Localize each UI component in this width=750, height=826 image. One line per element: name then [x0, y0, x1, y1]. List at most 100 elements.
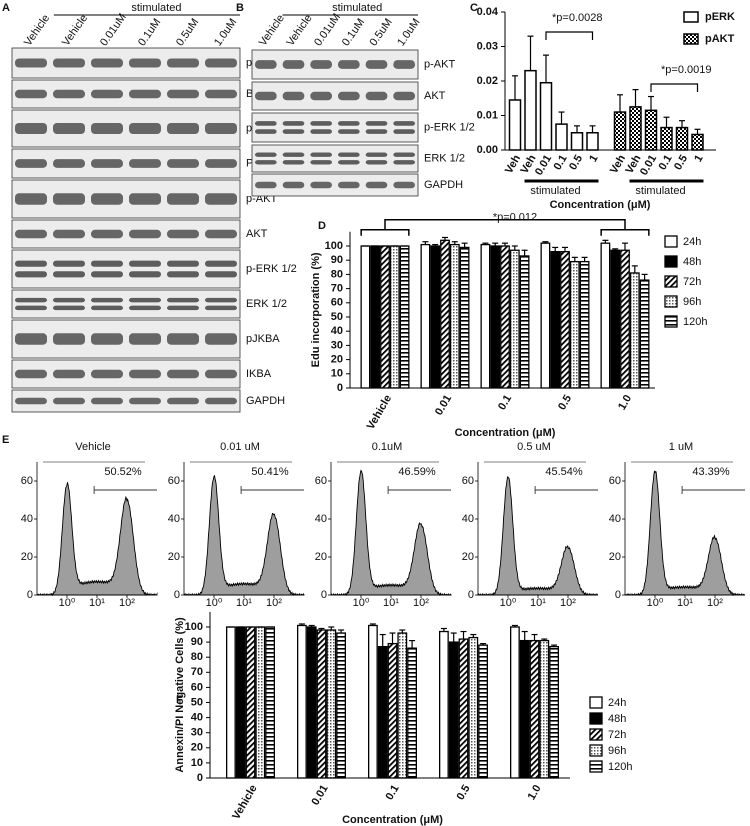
row-label: AKT — [246, 228, 268, 240]
annotation: *p=0.0028 — [552, 12, 602, 24]
blot-strip — [11, 109, 241, 148]
gate-percent: 46.59% — [398, 466, 436, 478]
histogram — [477, 476, 598, 596]
bar — [639, 279, 650, 389]
bar — [316, 629, 327, 779]
band — [167, 297, 199, 303]
band — [15, 159, 47, 168]
row-label: ERK 1/2 — [424, 152, 465, 164]
y-tick-label: 60 — [315, 475, 327, 487]
bar — [407, 647, 418, 779]
lane-label: Vehicle — [60, 12, 90, 48]
lane-label: 0.1uM — [136, 16, 163, 48]
y-tick-label: 60 — [462, 475, 474, 487]
band — [255, 121, 277, 126]
bar — [326, 629, 337, 779]
x-tick-label: 0.1 — [496, 393, 514, 412]
band — [129, 193, 161, 205]
band — [167, 89, 199, 99]
band — [167, 305, 199, 311]
band — [91, 305, 123, 311]
gate-percent: 50.41% — [251, 466, 289, 478]
band — [365, 91, 388, 101]
y-tick-label: 40 — [21, 513, 33, 525]
band — [167, 159, 199, 168]
blot-strip — [251, 144, 419, 173]
y-tick-label: 80 — [331, 268, 343, 280]
y-axis-label: Edu incorporation (%) — [310, 252, 322, 367]
legend-swatch — [664, 295, 678, 308]
x-tick-label: 0.01 — [433, 393, 454, 418]
band — [255, 160, 277, 165]
lane-label: 1.0uM — [212, 16, 239, 48]
band — [91, 271, 123, 278]
y-tick-label: 90 — [191, 636, 203, 648]
row-label: p-ERK 1/2 — [246, 263, 297, 275]
y-tick-label: 20 — [191, 742, 203, 754]
x-tick-label: 1 — [692, 153, 705, 164]
band — [53, 260, 85, 267]
y-tick-label: 0.02 — [477, 75, 498, 87]
band — [53, 229, 85, 239]
bar — [336, 632, 347, 779]
bar — [579, 260, 590, 389]
lane-label: 0.1uM — [340, 16, 367, 48]
x-tick-label: Veh — [503, 153, 523, 176]
annotation: *p=0.0019 — [661, 64, 711, 76]
y-tick-label: 100 — [185, 621, 203, 633]
band — [15, 333, 47, 345]
legend-label: 72h — [683, 276, 701, 288]
band — [91, 260, 123, 267]
band — [53, 159, 85, 168]
y-tick-label: 60 — [191, 681, 203, 693]
band — [282, 60, 305, 69]
legend-swatch — [589, 712, 603, 725]
band — [310, 91, 332, 101]
band — [53, 305, 85, 311]
panel-title: 0.5 uM — [517, 441, 551, 453]
panel-title: Vehicle — [75, 441, 110, 453]
band — [205, 333, 237, 345]
band — [53, 369, 85, 379]
bar — [508, 99, 522, 151]
band — [15, 271, 47, 278]
band — [91, 369, 123, 379]
band — [282, 160, 305, 165]
band — [205, 397, 237, 405]
y-tick-label: 0 — [615, 589, 621, 601]
bar — [569, 260, 580, 389]
band — [365, 152, 388, 157]
x-tick-label: 10² — [560, 597, 576, 609]
band — [393, 91, 415, 101]
bar — [560, 251, 570, 389]
blot-strip — [251, 81, 419, 111]
x-axis-label: Concentration (μM) — [342, 814, 443, 826]
x-tick-label: 0.01 — [533, 153, 554, 178]
y-tick-label: 20 — [609, 551, 621, 563]
y-tick-label: 0.01 — [477, 109, 498, 121]
band — [167, 271, 199, 278]
bar — [644, 109, 658, 151]
band — [393, 181, 415, 189]
band — [91, 229, 123, 239]
y-tick-label: 20 — [331, 354, 343, 366]
legend-label: 48h — [608, 713, 626, 725]
legend-label: 24h — [608, 697, 626, 709]
bar — [306, 626, 317, 779]
y-tick-label: 0 — [174, 589, 180, 601]
blot-header: stimulated — [332, 2, 382, 14]
histogram — [184, 474, 305, 596]
sig-bracket — [650, 83, 699, 92]
bar — [367, 624, 378, 779]
y-tick-label: 90 — [331, 254, 343, 266]
lane-label: Vehicle — [285, 12, 315, 48]
row-label: p-AKT — [424, 58, 455, 70]
band — [15, 122, 47, 135]
band — [129, 297, 161, 303]
y-tick-label: 0 — [321, 589, 327, 601]
x-tick-label: 0.01 — [638, 153, 659, 178]
band — [338, 121, 360, 126]
blot-strip — [11, 359, 241, 389]
band — [53, 58, 85, 68]
y-tick-label: 30 — [191, 727, 203, 739]
